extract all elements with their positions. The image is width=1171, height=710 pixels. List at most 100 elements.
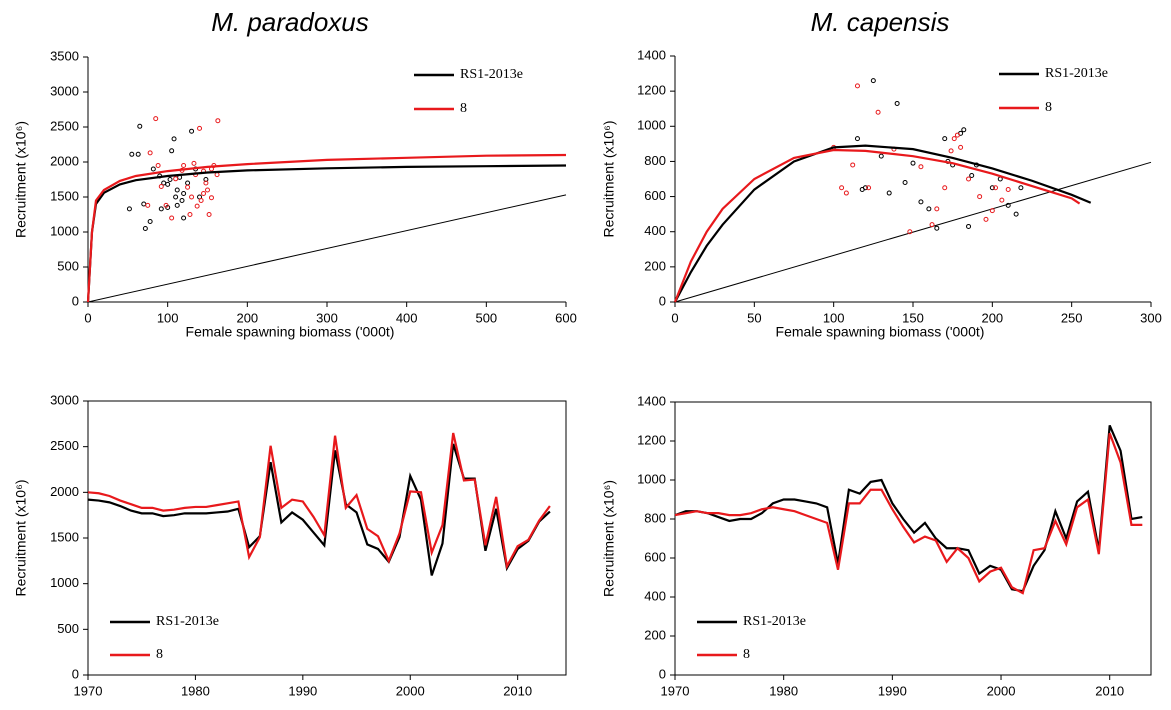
data-point xyxy=(918,164,924,170)
data-point xyxy=(843,190,849,196)
y-tick-label: 3000 xyxy=(50,392,79,407)
data-point xyxy=(983,216,989,222)
y-tick-label: 1000 xyxy=(50,223,79,238)
data-point xyxy=(966,176,972,182)
y-tick-label: 2000 xyxy=(50,484,79,499)
y-tick-label: 1200 xyxy=(637,83,666,98)
series-line xyxy=(674,432,1143,595)
y-tick-label: 2000 xyxy=(50,153,79,168)
data-point xyxy=(875,109,881,115)
data-point xyxy=(926,206,932,212)
data-point xyxy=(194,203,200,209)
data-point xyxy=(165,181,171,187)
data-point xyxy=(173,194,179,200)
plot-frame xyxy=(674,401,1152,676)
data-point xyxy=(866,185,872,191)
x-tick-label: 100 xyxy=(157,310,179,325)
data-point xyxy=(958,144,964,150)
y-tick-label: 3500 xyxy=(50,48,79,63)
x-tick-label: 100 xyxy=(823,310,845,325)
data-point xyxy=(215,118,221,124)
data-point xyxy=(214,172,220,178)
y-tick-label: 500 xyxy=(57,621,79,636)
replacement-line xyxy=(87,194,567,303)
data-point xyxy=(147,150,153,156)
data-point xyxy=(989,208,995,214)
data-point xyxy=(989,185,995,191)
x-tick-label: 2010 xyxy=(503,683,532,698)
x-tick-label: 1980 xyxy=(769,683,798,698)
data-point xyxy=(158,206,164,212)
y-tick-label: 1500 xyxy=(50,529,79,544)
x-tick-label: 1980 xyxy=(181,683,210,698)
y-tick-label: 600 xyxy=(644,549,666,564)
replacement-line xyxy=(674,161,1152,303)
data-point xyxy=(929,222,935,228)
data-point xyxy=(1018,185,1024,191)
data-point xyxy=(854,136,860,142)
x-tick-label: 1990 xyxy=(288,683,317,698)
legend-label: 8 xyxy=(460,101,467,116)
data-point xyxy=(999,197,1005,203)
y-tick-label: 2500 xyxy=(50,118,79,133)
data-point xyxy=(1005,187,1011,193)
data-point xyxy=(902,180,908,186)
legend-label: RS1-2013e xyxy=(1045,66,1108,81)
data-point xyxy=(977,194,983,200)
data-point xyxy=(198,198,204,203)
y-tick-label: 0 xyxy=(659,293,666,308)
series-line xyxy=(86,153,567,303)
x-tick-label: 1970 xyxy=(74,683,103,698)
data-point xyxy=(126,206,132,212)
data-point xyxy=(179,198,185,203)
data-point xyxy=(141,201,147,207)
series-line xyxy=(673,148,1081,303)
data-point xyxy=(859,187,865,193)
data-point xyxy=(878,153,884,159)
y-tick-label: 200 xyxy=(644,627,666,642)
y-tick-label: 1400 xyxy=(637,393,666,408)
x-axis-label: Female spawning biomass ('000t) xyxy=(186,324,395,340)
data-point xyxy=(839,185,845,191)
y-tick-label: 400 xyxy=(644,223,666,238)
data-point xyxy=(167,177,173,182)
x-axis-label: Female spawning biomass ('000t) xyxy=(776,324,985,340)
y-tick-label: 0 xyxy=(659,666,666,681)
y-tick-label: 800 xyxy=(644,510,666,525)
data-point xyxy=(153,116,159,122)
x-tick-label: 150 xyxy=(902,310,924,325)
x-tick-label: 2010 xyxy=(1095,683,1124,698)
data-point xyxy=(155,163,161,168)
y-tick-label: 0 xyxy=(72,293,79,308)
x-tick-label: 600 xyxy=(555,310,577,325)
legend-label: 8 xyxy=(1045,100,1052,115)
data-point xyxy=(191,160,197,166)
data-point xyxy=(135,151,141,157)
y-tick-label: 600 xyxy=(644,188,666,203)
x-tick-label: 300 xyxy=(1140,310,1162,325)
y-tick-label: 400 xyxy=(644,588,666,603)
data-point xyxy=(181,191,187,196)
data-point xyxy=(137,123,143,129)
x-tick-label: 2000 xyxy=(396,683,425,698)
data-point xyxy=(1005,202,1011,208)
y-axis-label: Recruitment (x10⁶) xyxy=(601,480,617,597)
data-point xyxy=(174,202,180,208)
y-tick-label: 1500 xyxy=(50,188,79,203)
data-point xyxy=(197,125,203,131)
y-tick-label: 2500 xyxy=(50,438,79,453)
data-point xyxy=(993,185,999,191)
y-tick-label: 1400 xyxy=(637,47,666,62)
data-point xyxy=(147,219,153,224)
data-point xyxy=(850,162,856,168)
x-tick-label: 1990 xyxy=(878,683,907,698)
legend-label: RS1-2013e xyxy=(460,67,523,82)
x-tick-label: 50 xyxy=(747,310,761,325)
y-axis-label: Recruitment (x10⁶) xyxy=(13,479,29,596)
data-point xyxy=(185,184,191,190)
data-point xyxy=(854,83,860,89)
series-line xyxy=(674,144,1092,303)
y-tick-label: 1000 xyxy=(637,118,666,133)
data-point xyxy=(173,176,179,182)
x-tick-label: 1970 xyxy=(661,683,690,698)
